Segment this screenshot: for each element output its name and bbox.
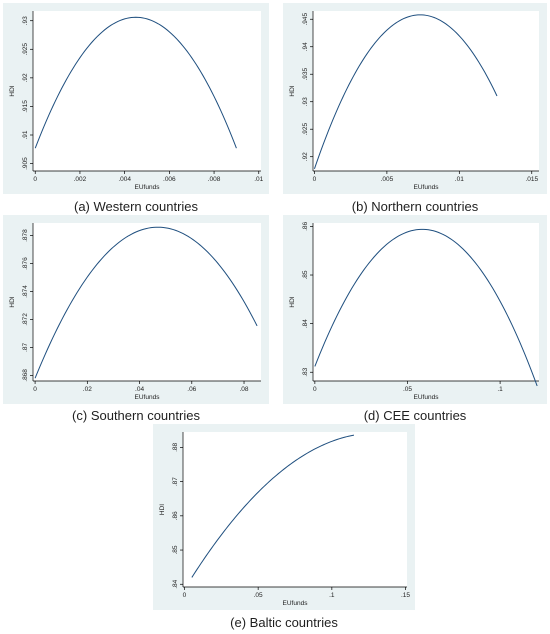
chart-svg-southern: 0 .02 .04 .06 .08 .868 .87 .872 .874 .876 .878 EUfu… [3,215,269,404]
series-line-cee [314,228,538,387]
y-tick-label-western: .92 [22,73,29,82]
x-tick-label-western: .008 [208,176,221,183]
y-axis-title-northern: HDI [289,85,296,96]
x-axis-title-cee: EUfunds [414,394,440,401]
chart-caption-cee: (d) CEE countries [363,408,467,423]
y-tick-label-cee: .85 [302,270,309,279]
y-tick-label-baltic: .85 [172,545,179,554]
x-tick-label-baltic: .15 [401,592,410,599]
plot-area-western [33,11,261,171]
plot-area-southern [33,223,261,381]
y-tick-label-northern: .925 [302,123,309,136]
x-axis-title-baltic: EUfunds [283,600,309,607]
x-tick-label-southern: 0 [33,386,37,393]
x-tick-label-baltic: 0 [183,592,187,599]
x-tick-label-western: .006 [163,176,176,183]
chart-svg-western: 0 .002 .004 .006 .008 .01 .905 .91 .915 .92 .925 .9… [3,3,269,194]
plot-area-baltic [183,432,407,587]
chart-svg-cee: 0 .05 .1 .83 .84 .85 .86 EUfunds HDI [283,215,547,404]
y-tick-label-cee: .86 [302,222,309,231]
y-tick-label-southern: .872 [22,313,29,326]
y-tick-label-western: .905 [22,157,29,170]
chart-caption-western: (a) Western countries [73,199,199,214]
y-tick-label-southern: .876 [22,257,29,270]
y-tick-label-baltic: .88 [172,442,179,451]
chart-caption-southern: (c) Southern countries [72,408,200,423]
x-tick-label-western: .004 [118,176,131,183]
y-tick-label-western: .915 [22,100,29,113]
chart-panel-baltic: 0 .05 .1 .15 .84 .85 .86 .87 .88 EUfunds HDI [153,424,415,610]
x-tick-label-cee: 0 [313,386,317,393]
y-tick-label-western: .93 [22,16,29,25]
y-tick-label-cee: .83 [302,367,309,376]
y-tick-label-southern: .87 [22,343,29,352]
x-tick-label-northern: .01 [455,176,464,183]
x-tick-label-northern: .005 [381,176,394,183]
chart-caption-northern: (b) Northern countries [351,199,479,214]
y-tick-label-baltic: .84 [172,579,179,588]
x-axis-title-northern: EUfunds [414,184,440,191]
x-tick-label-baltic: .05 [254,592,263,599]
x-tick-label-western: 0 [33,176,37,183]
y-tick-label-baltic: .87 [172,477,179,486]
y-tick-label-western: .91 [22,130,29,139]
y-tick-label-northern: .935 [302,68,309,81]
y-axis-title-western: HDI [9,85,16,96]
x-tick-label-northern: .015 [525,176,538,183]
y-tick-label-western: .925 [22,43,29,56]
series-line-southern [34,226,258,379]
y-tick-label-northern: .94 [302,42,309,51]
plot-area-northern [313,11,539,171]
y-tick-label-southern: .878 [22,229,29,242]
y-tick-label-southern: .874 [22,285,29,298]
y-axis-title-baltic: HDI [159,504,166,515]
y-axis-title-cee: HDI [289,296,296,307]
x-tick-label-southern: .06 [187,386,196,393]
x-axis-title-southern: EUfunds [135,394,161,401]
y-tick-label-baltic: .86 [172,511,179,520]
y-tick-label-northern: .945 [302,13,309,26]
x-tick-label-northern: 0 [313,176,317,183]
plot-area-cee [313,223,539,381]
chart-panel-cee: 0 .05 .1 .83 .84 .85 .86 EUfunds HDI [283,215,547,404]
y-tick-label-northern: .92 [302,152,309,161]
chart-caption-baltic: (e) Baltic countries [230,615,338,630]
x-tick-label-western: .002 [74,176,87,183]
x-tick-label-southern: .02 [83,386,92,393]
x-tick-label-western: .01 [254,176,263,183]
x-tick-label-cee: .1 [497,386,503,393]
x-tick-label-baltic: .1 [329,592,335,599]
series-line-northern [313,14,498,169]
y-axis-title-southern: HDI [9,296,16,307]
x-tick-label-southern: .08 [240,386,249,393]
chart-svg-baltic: 0 .05 .1 .15 .84 .85 .86 .87 .88 EUfunds HDI [153,424,415,610]
y-tick-label-northern: .93 [302,97,309,106]
y-tick-label-southern: .868 [22,369,29,382]
x-axis-title-western: EUfunds [135,184,161,191]
chart-panel-southern: 0 .02 .04 .06 .08 .868 .87 .872 .874 .876 .878 EUfu… [3,215,269,404]
chart-panel-northern: 0 .005 .01 .015 .92 .925 .93 .935 .94 .945 EUfunds… [283,3,547,194]
y-tick-label-cee: .84 [302,319,309,328]
series-line-baltic [191,434,355,578]
x-tick-label-cee: .05 [403,386,412,393]
x-tick-label-southern: .04 [135,386,144,393]
chart-svg-northern: 0 .005 .01 .015 .92 .925 .93 .935 .94 .945 EUfunds… [283,3,547,194]
series-line-western [34,16,237,149]
chart-panel-western: 0 .002 .004 .006 .008 .01 .905 .91 .915 .92 .925 .9… [3,3,269,194]
